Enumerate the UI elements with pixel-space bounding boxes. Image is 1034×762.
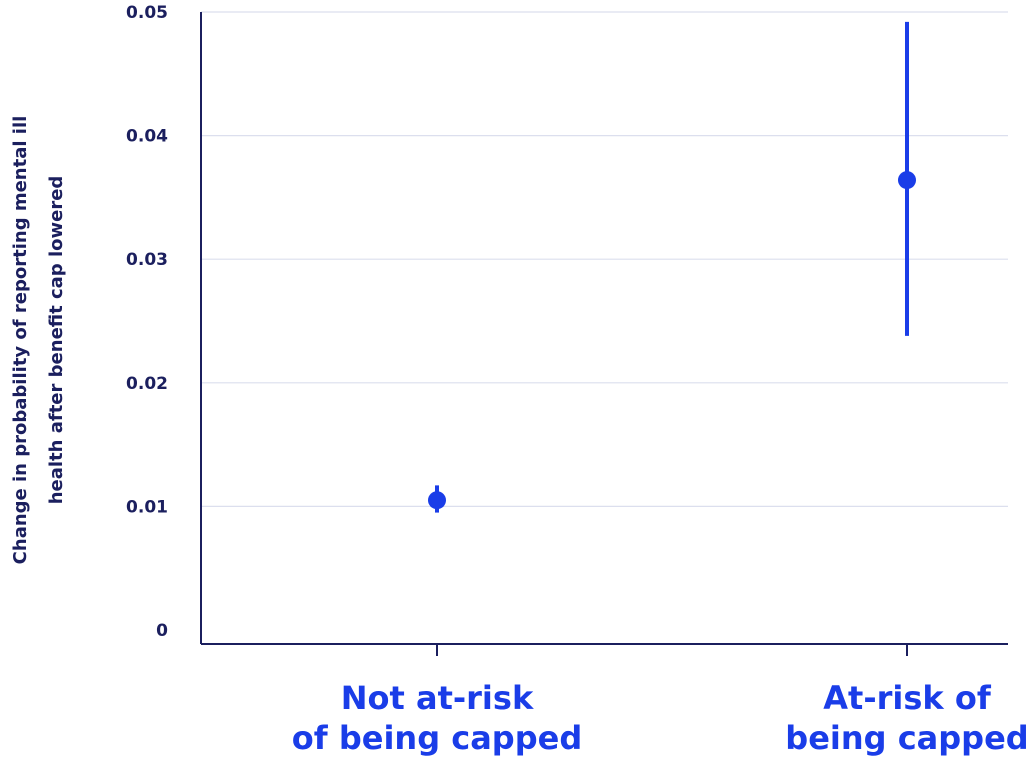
y-tick-label: 0.03 <box>126 250 168 270</box>
x-category-label: At-risk of being capped <box>785 679 1028 757</box>
y-axis-title-line: Change in probability of reporting menta… <box>10 116 31 565</box>
x-category-labels: Not at-risk of being capped At-risk of bein… <box>292 679 1029 757</box>
gridlines <box>201 11 1008 507</box>
y-tick-label: 0.02 <box>126 374 168 394</box>
data-point <box>428 491 446 510</box>
x-category-label-line: At-risk of <box>823 679 992 717</box>
y-tick-label: 0.05 <box>126 3 168 23</box>
y-axis-title: Change in probability of reporting menta… <box>10 116 67 565</box>
y-tick-labels: 0 0.01 0.02 0.03 0.04 0.05 <box>126 3 168 641</box>
data-point <box>898 171 916 190</box>
x-category-label-line: Not at-risk <box>341 679 534 717</box>
y-axis-title-line: health after benefit cap lowered <box>46 176 67 505</box>
y-tick-label: 0.04 <box>126 127 168 147</box>
axes <box>200 12 1008 656</box>
x-category-label: Not at-risk of being capped <box>292 679 582 757</box>
data-marks <box>428 21 916 513</box>
y-tick-label: 0 <box>156 621 168 641</box>
x-category-label-line: of being capped <box>292 719 582 757</box>
y-axis-label: Change in probability of reporting menta… <box>10 116 67 565</box>
y-tick-label: 0.01 <box>126 497 168 517</box>
x-category-label-line: being capped <box>785 719 1028 757</box>
